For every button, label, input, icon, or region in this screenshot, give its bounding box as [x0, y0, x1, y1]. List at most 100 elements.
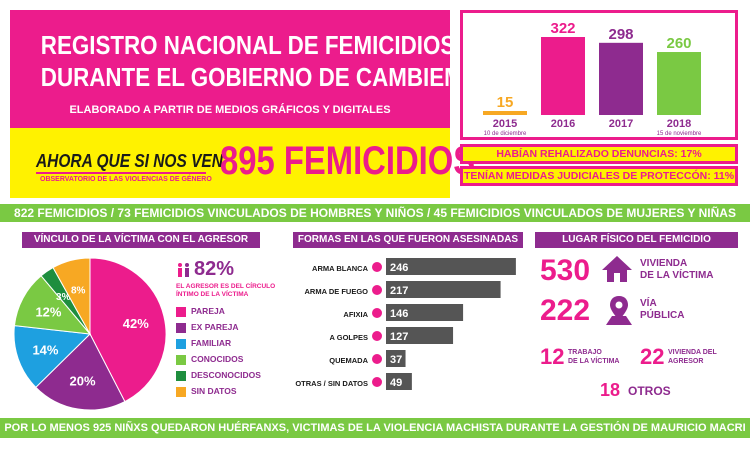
legend-swatch — [176, 322, 186, 333]
legend-label: SIN DATOS — [191, 386, 237, 396]
form-icon-5 — [372, 377, 382, 387]
legend-item-sin-datos: SIN DATOS — [176, 386, 237, 400]
location-pin-icon — [606, 296, 632, 325]
form-label-5: OTRAS / SIN DATOS — [295, 379, 368, 388]
form-icon-4 — [372, 354, 382, 364]
legend-swatch — [176, 370, 186, 381]
vivienda-victima-label-2: DE LA VÍCTIMA — [640, 270, 714, 281]
form-icon-0 — [372, 262, 382, 272]
via-publica-count: 222 — [540, 294, 591, 327]
vinculo-pie-chart: 42% 20% 14% 12% 3%8% — [13, 257, 167, 411]
title-line-1: REGISTRO NACIONAL DE FEMICIDIOS — [40, 30, 456, 60]
via-publica-label: VÍA PÚBLICA — [640, 298, 684, 322]
year-bar-2016 — [541, 37, 585, 115]
formas-bar-chart: ARMA BLANCA 246 ARMA DE FUEGO 217 AFIXIA 146 A… — [295, 258, 516, 390]
year-bar-2017 — [599, 42, 643, 115]
vivienda-victima-label-1: VIVIENDA — [640, 258, 688, 269]
pie-slice-sin-datos — [52, 257, 91, 336]
pie-label-conocidos: 12% — [35, 305, 61, 320]
logo-underline — [36, 172, 206, 174]
legend-label: DESCONOCIDOS — [191, 370, 261, 380]
trabajo-label-2: DE LA VÍCTIMA — [568, 358, 620, 365]
year-value-2018: 260 — [666, 35, 691, 52]
pie-label-ex-pareja: 20% — [70, 374, 96, 389]
legend-label: FAMILIAR — [191, 338, 232, 348]
couple-icon — [178, 263, 189, 277]
form-bar-3 — [386, 327, 454, 344]
year-note-2018: 15 de noviembre — [657, 131, 702, 137]
pie-label-familiar: 14% — [32, 342, 58, 357]
legend-label: EX PAREJA — [191, 322, 239, 332]
via-publica-label-2: PÚBLICA — [640, 310, 685, 321]
year-bar-2018 — [657, 52, 701, 115]
vivienda-victima-label: VIVIENDA DE LA VÍCTIMA — [640, 258, 714, 282]
form-icon-1 — [372, 285, 382, 295]
pie-label-pareja: 42% — [123, 316, 149, 331]
legend-swatch — [176, 354, 186, 365]
form-value-1: 217 — [390, 285, 408, 297]
footer-stripe: POR LO MENOS 925 NIÑXS QUEDARON HUÉRFANX… — [0, 418, 750, 438]
legend-item-desconocidos: DESCONOCIDOS — [176, 370, 261, 384]
breakdown-stripe: 822 FEMICIDIOS / 73 FEMICIDIOS VINCULADO… — [0, 204, 750, 222]
form-bar-5 — [386, 373, 412, 390]
form-bar-1 — [386, 281, 501, 298]
form-bar-2 — [386, 304, 464, 321]
logo-text: AHORA QUE SI NOS VEN — [36, 151, 223, 171]
otros-count: 18 — [600, 380, 621, 400]
total-block: AHORA QUE SI NOS VEN OBSERVATORIO DE LAS… — [10, 128, 475, 198]
form-label-1: ARMA DE FUEGO — [305, 287, 369, 296]
pie-slice-ex-pareja — [35, 333, 126, 411]
legend-item-conocidos: CONOCIDOS — [176, 354, 243, 368]
legend-swatch — [176, 306, 186, 317]
year-label-2017: 2017 — [609, 118, 633, 130]
form-label-0: ARMA BLANCA — [312, 264, 369, 273]
otros-label: OTROS — [628, 384, 671, 398]
title-line-2: DURANTE EL GOBIERNO DE CAMBIEMOS — [40, 62, 496, 92]
trabajo-label-1: TRABAJO — [568, 349, 602, 356]
legend-item-pareja: PAREJA — [176, 306, 225, 320]
vivienda-agresor-label: VIVIENDA DEL AGRESOR — [668, 348, 717, 366]
form-icon-3 — [372, 331, 382, 341]
year-label-2015: 2015 — [493, 118, 517, 130]
form-bar-4 — [386, 350, 406, 367]
vivienda-agresor-count: 22 — [640, 344, 665, 369]
vivienda-agresor-label-2: AGRESOR — [668, 358, 704, 365]
yearly-chart-box: 15 2015 10 de diciembre 322 2016 298 2017 260 20… — [460, 10, 738, 140]
year-label-2018: 2018 — [667, 118, 691, 130]
logo-subtext: OBSERVATORIO DE LAS VIOLENCIAS DE GÉNERO — [40, 176, 212, 183]
legend-label: PAREJA — [191, 306, 225, 316]
year-bar-2015 — [483, 111, 527, 115]
total-femicidios: 895 FEMICIDIOS — [220, 139, 476, 183]
house-icon — [602, 256, 632, 282]
legend-swatch — [176, 386, 186, 397]
subtitle: ELABORADO A PARTIR DE MEDIOS GRÁFICOS Y … — [69, 104, 391, 116]
vivienda-agresor-label-1: VIVIENDA DEL — [668, 349, 717, 356]
legend-swatch — [176, 338, 186, 349]
legend-item-ex-pareja: EX PAREJA — [176, 322, 239, 336]
form-label-3: A GOLPES — [330, 333, 368, 342]
form-value-3: 127 — [390, 331, 408, 343]
pie-slice-familiar — [13, 325, 92, 389]
section-header-lugar: LUGAR FÍSICO DEL FEMICIDIO — [535, 232, 738, 248]
form-label-2: AFIXIA — [343, 310, 368, 319]
form-value-5: 49 — [390, 377, 402, 389]
denuncias-stat: HABÍAN REHALIZADO DENUNCIAS: 17% — [460, 144, 738, 164]
via-publica-label-1: VÍA — [640, 298, 657, 309]
form-icon-2 — [372, 308, 382, 318]
section-header-vinculo: VÍNCULO DE LA VÍCTIMA CON EL AGRESOR — [22, 232, 260, 248]
legend-item-familiar: FAMILIAR — [176, 338, 231, 352]
vivienda-victima-count: 530 — [540, 254, 591, 287]
form-value-0: 246 — [390, 262, 408, 274]
year-note-2015: 10 de diciembre — [484, 131, 527, 137]
trabajo-count: 12 — [540, 344, 565, 369]
medidas-stat: TENÍAN MEDIDAS JUDICIALES DE PROTECCÓN: … — [460, 166, 738, 186]
pie-label-desconocidos: 3% — [56, 292, 71, 303]
year-value-2016: 322 — [550, 20, 575, 37]
form-label-4: QUEMADA — [329, 356, 368, 365]
title-block: REGISTRO NACIONAL DE FEMICIDIOS DURANTE … — [10, 10, 496, 128]
circle-percent: 82% — [194, 258, 235, 280]
trabajo-label: TRABAJO DE LA VÍCTIMA — [568, 348, 619, 366]
form-value-2: 146 — [390, 308, 408, 320]
form-value-4: 37 — [390, 354, 402, 366]
